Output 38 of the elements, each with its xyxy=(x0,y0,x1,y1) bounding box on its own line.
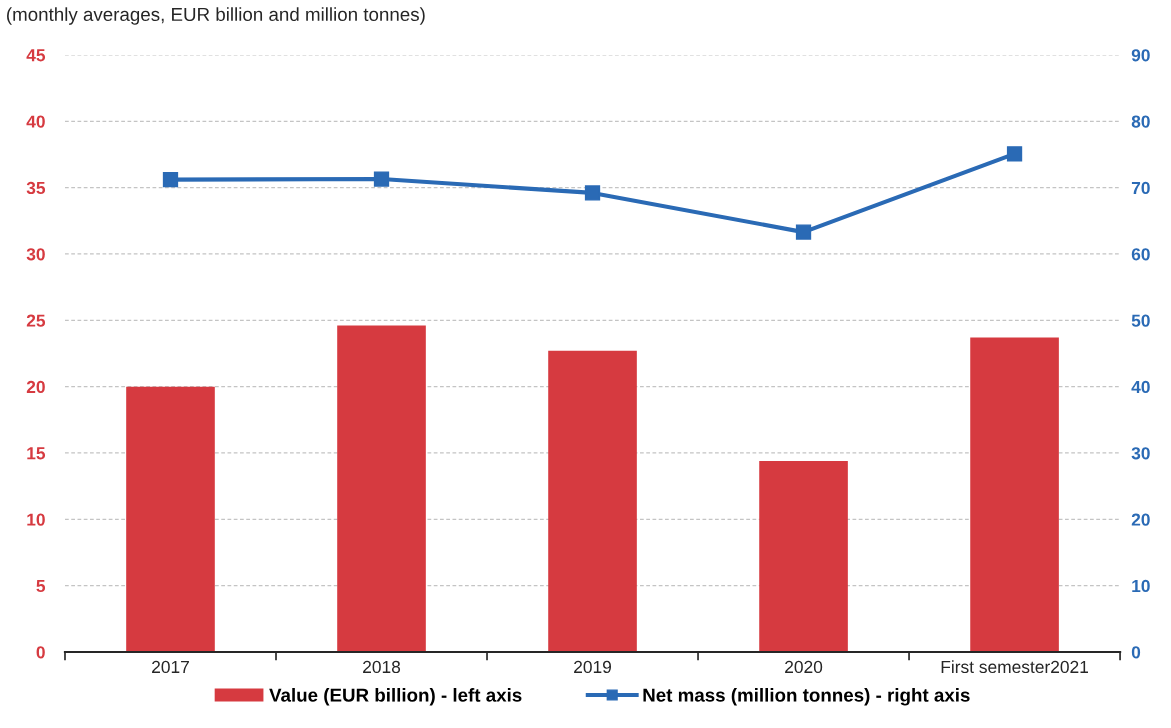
legend-label: Value (EUR billion) - left axis xyxy=(269,687,522,706)
point xyxy=(373,171,390,187)
bar xyxy=(126,386,215,652)
y-tick-label: 30 xyxy=(26,248,45,261)
x-tick-label: 2018 xyxy=(363,660,401,674)
bar xyxy=(548,350,637,652)
x-tick-label: First semester2021 xyxy=(941,660,1089,674)
y2-tick-label: 60 xyxy=(1131,248,1150,261)
y2-tick-label: 20 xyxy=(1131,513,1150,526)
y2-tick-label: 30 xyxy=(1131,447,1150,460)
y2-tick-label: 90 xyxy=(1131,49,1150,62)
point xyxy=(162,172,179,188)
x-tick-label: 2019 xyxy=(574,660,612,674)
bar xyxy=(759,460,848,652)
bar xyxy=(337,325,426,652)
x-tick-label: 2017 xyxy=(152,660,189,674)
bar xyxy=(970,337,1059,652)
y-tick-label: 25 xyxy=(26,314,46,327)
y2-tick-label: 80 xyxy=(1131,115,1150,128)
y-tick-label: 40 xyxy=(26,115,45,128)
y2-tick-label: 0 xyxy=(1131,646,1141,659)
y-tick-label: 35 xyxy=(26,181,46,195)
y-tick-label: 5 xyxy=(36,580,46,593)
chart-title: (monthly averages, EUR billion and million tonnes) xyxy=(7,7,425,25)
y-tick-label: 20 xyxy=(26,380,45,394)
point xyxy=(795,224,812,240)
x-tick-label: 2020 xyxy=(785,660,823,674)
y-tick-label: 0 xyxy=(36,646,45,659)
y-tick-label: 15 xyxy=(27,447,46,460)
point xyxy=(584,185,601,201)
y2-tick-label: 40 xyxy=(1131,380,1150,394)
point xyxy=(1006,146,1023,162)
y-tick-label: 10 xyxy=(27,513,45,526)
y2-tick-label: 10 xyxy=(1132,579,1150,593)
legend-label: Net mass (million tonnes) - right axis xyxy=(643,687,970,706)
y-tick-label: 45 xyxy=(26,49,46,62)
y2-tick-label: 70 xyxy=(1131,181,1150,195)
y2-tick-label: 50 xyxy=(1131,314,1150,327)
